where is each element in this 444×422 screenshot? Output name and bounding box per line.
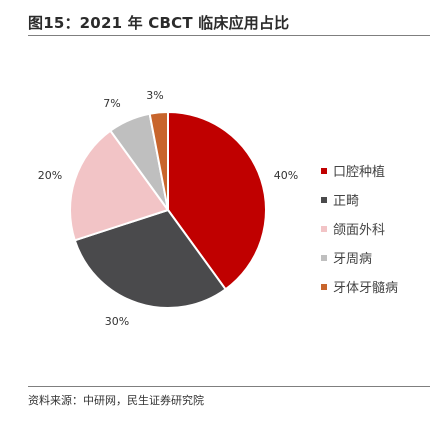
pie-slice-label-4: 7% xyxy=(103,97,120,110)
pie-slice-label-2: 30% xyxy=(105,315,129,328)
legend-item-1: 口腔种植 xyxy=(321,165,385,180)
pie-slices xyxy=(69,111,267,309)
title-divider xyxy=(28,35,430,36)
pie-slice-5 xyxy=(148,111,169,211)
legend-swatch xyxy=(321,255,327,261)
legend-label: 颌面外科 xyxy=(333,223,385,238)
legend-swatch xyxy=(321,197,327,203)
pie-slice-label-3: 20% xyxy=(38,169,62,182)
pie-slice-2 xyxy=(73,209,227,309)
legend-label: 口腔种植 xyxy=(333,165,385,180)
pie-slice-label-5: 3% xyxy=(146,89,163,102)
legend-label: 正畸 xyxy=(333,194,359,209)
source-note: 资料来源：中研网，民生证券研究院 xyxy=(28,394,204,407)
legend-item-4: 牙周病 xyxy=(321,252,372,267)
pie-slice-3 xyxy=(69,129,169,242)
legend-label: 牙周病 xyxy=(333,252,372,267)
legend-item-3: 颌面外科 xyxy=(321,223,385,238)
legend-item-5: 牙体牙髓病 xyxy=(321,281,398,296)
legend-item-2: 正畸 xyxy=(321,194,359,209)
legend-label: 牙体牙髓病 xyxy=(333,281,398,296)
pie-slice-label-1: 40% xyxy=(274,169,298,182)
legend-swatch xyxy=(321,226,327,232)
pie-slice-1 xyxy=(167,111,267,291)
footer-divider xyxy=(28,386,430,387)
legend-swatch xyxy=(321,284,327,290)
pie-labels: 40% 30% 20% 7% 3% xyxy=(38,89,298,328)
page-title: 图15：2021 年 CBCT 临床应用占比 xyxy=(28,14,290,32)
legend-swatch xyxy=(321,168,327,174)
